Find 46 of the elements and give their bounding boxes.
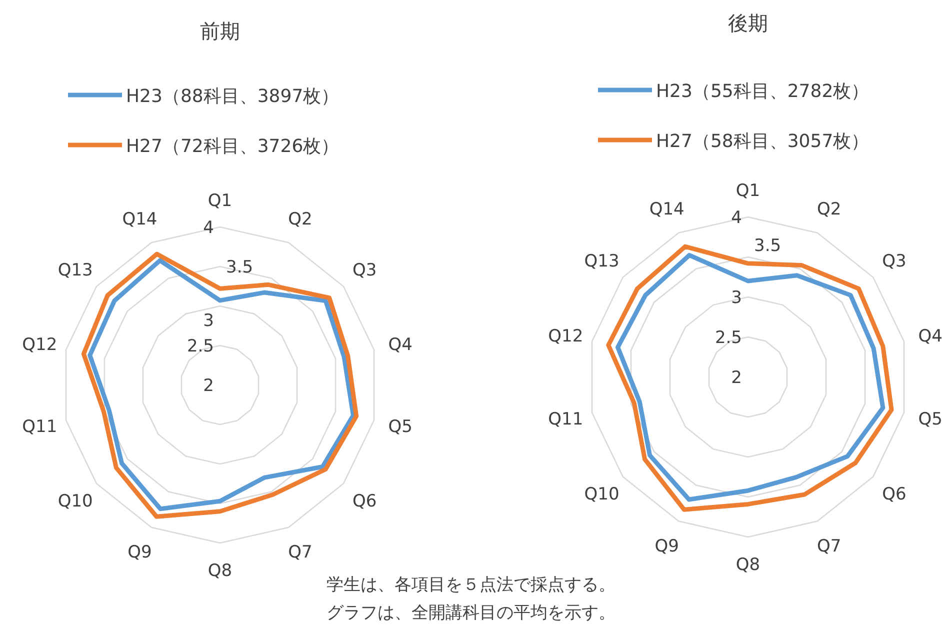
- y-tick-label: 2.5: [714, 328, 742, 348]
- y-tick-label: 3.5: [226, 258, 254, 278]
- spoke-label: Q10: [58, 491, 93, 512]
- chart-title: 前期: [200, 19, 240, 43]
- spoke-label: Q13: [58, 260, 93, 281]
- legend-label: H23（55科目、2782枚）: [656, 81, 870, 102]
- y-tick-label: 4: [731, 208, 742, 228]
- y-tick-label: 2.5: [186, 336, 214, 356]
- spoke-label: Q2: [288, 209, 312, 230]
- spoke-label: Q14: [122, 209, 158, 230]
- spoke-label: Q2: [817, 200, 842, 220]
- spoke-label: Q10: [584, 484, 620, 505]
- spoke-label: Q11: [548, 410, 584, 430]
- spoke-label: Q11: [22, 417, 58, 438]
- y-tick-label: 2: [203, 376, 214, 396]
- spoke-label: Q8: [208, 561, 232, 581]
- spoke-label: Q6: [882, 484, 906, 505]
- spoke-label: Q9: [128, 542, 152, 563]
- spoke-label: Q3: [352, 260, 377, 281]
- legend-label: H27（72科目、3726枚）: [126, 136, 340, 157]
- spoke-label: Q12: [22, 334, 58, 355]
- spoke-label: Q12: [548, 326, 584, 346]
- legend-label: H27（58科目、3057枚）: [656, 131, 870, 152]
- spoke-label: Q7: [288, 542, 312, 563]
- y-tick-label: 3.5: [754, 236, 782, 256]
- y-tick-label: 3: [203, 311, 214, 331]
- spoke-label: Q8: [736, 555, 760, 575]
- y-tick-label: 4: [203, 218, 214, 238]
- spoke-label: Q3: [882, 251, 906, 272]
- spoke-label: Q4: [388, 334, 412, 355]
- spoke-label: Q13: [584, 251, 620, 272]
- spoke-label: Q5: [918, 410, 942, 430]
- text: グラフは、全開講科目の平均を示す。: [326, 603, 616, 623]
- text: 学生は、各項目を５点法で採点する。: [326, 575, 616, 595]
- spoke-label: Q1: [736, 181, 760, 201]
- spoke-label: Q4: [918, 326, 942, 346]
- chart-title: 後期: [728, 11, 768, 35]
- spoke-label: Q7: [817, 536, 842, 556]
- spoke-label: Q1: [208, 191, 232, 211]
- spoke-label: Q6: [352, 491, 377, 512]
- y-tick-label: 3: [731, 288, 742, 308]
- spoke-label: Q9: [654, 536, 679, 556]
- legend-label: H23（88科目、3897枚）: [126, 86, 340, 107]
- spoke-label: Q5: [388, 417, 412, 438]
- y-tick-label: 2: [731, 368, 742, 388]
- spoke-label: Q14: [649, 200, 684, 220]
